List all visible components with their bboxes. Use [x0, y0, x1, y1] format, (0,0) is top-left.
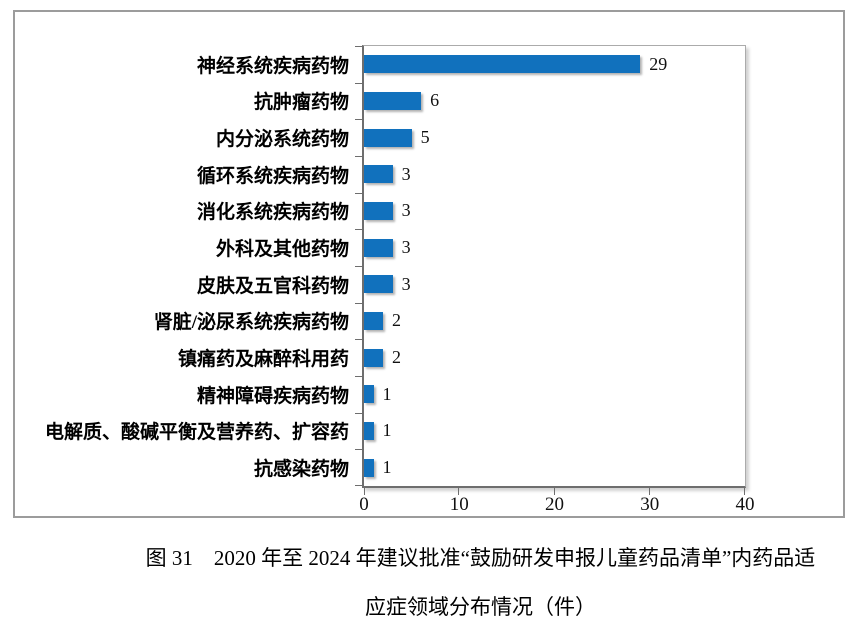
y-axis-tick	[355, 192, 362, 194]
x-axis-tick-label: 10	[449, 494, 469, 515]
y-axis-tick	[355, 46, 362, 47]
value-label: 1	[382, 420, 392, 441]
bar	[364, 238, 393, 257]
value-label: 3	[401, 163, 411, 184]
x-axis-tick	[648, 488, 650, 495]
y-axis-tick	[355, 229, 362, 231]
category-label: 抗肿瘤药物	[253, 92, 349, 114]
category-label: 内分泌系统药物	[215, 129, 349, 151]
bar-row: 1	[364, 413, 745, 450]
value-label: 1	[382, 457, 392, 478]
x-axis-tick-label: 30	[640, 494, 660, 515]
bar	[364, 421, 374, 440]
bar-chart-plot-area: 29 6 5 3 3 3 3 2 2 1 1 1 0 10 20 30 40	[355, 45, 755, 515]
category-label: 肾脏/泌尿系统疾病药物	[153, 312, 349, 334]
x-axis-tick	[364, 488, 365, 495]
bar-row: 1	[364, 449, 745, 486]
category-label: 外科及其他药物	[215, 239, 349, 261]
x-axis-tick-label: 0	[359, 494, 369, 515]
y-axis-tick	[355, 449, 362, 451]
x-axis-tick-label: 20	[545, 494, 564, 515]
value-label: 5	[420, 127, 430, 148]
bar	[364, 201, 393, 220]
bar	[364, 348, 384, 367]
y-axis-tick	[355, 266, 362, 267]
value-label: 3	[401, 237, 411, 258]
category-label: 电解质、酸碱平衡及营养药、扩容药	[44, 422, 349, 444]
value-label: 3	[401, 273, 411, 294]
value-label: 2	[392, 310, 402, 331]
y-axis-tick	[355, 485, 362, 486]
value-label: 2	[392, 347, 402, 368]
category-label: 皮肤及五官科药物	[196, 275, 349, 297]
bar-row: 2	[364, 303, 745, 340]
category-label: 镇痛药及麻醉科用药	[177, 349, 349, 371]
figure-caption-line1: 图 31 2020 年至 2024 年建议批准“鼓励研发申报儿童药品清单”内药品…	[145, 546, 816, 570]
bar	[364, 165, 393, 184]
chart-frame: 神经系统疾病药物抗肿瘤药物内分泌系统药物循环系统疾病药物 消化系统疾病药物外科及其…	[13, 10, 845, 518]
x-axis-tick	[744, 488, 745, 495]
bar	[364, 311, 384, 330]
bar	[364, 91, 422, 110]
figure-caption-line2: 应症领域分布情况（件）	[365, 595, 596, 619]
category-label: 消化系统疾病药物	[196, 202, 349, 224]
category-label: 神经系统疾病药物	[196, 55, 349, 77]
bar-row: 1	[364, 376, 745, 413]
category-axis-labels: 神经系统疾病药物抗肿瘤药物内分泌系统药物循环系统疾病药物 消化系统疾病药物外科及其…	[15, 46, 355, 486]
y-axis-tick	[355, 339, 362, 341]
bar-row: 3	[364, 156, 745, 193]
bar-row: 29	[364, 46, 745, 83]
category-label: 循环系统疾病药物	[196, 165, 349, 187]
value-label: 3	[401, 200, 411, 221]
y-axis-tick	[355, 376, 362, 377]
bar-row: 3	[364, 266, 745, 303]
y-axis-tick	[355, 156, 362, 157]
bar-row: 3	[364, 193, 745, 230]
y-axis-tick	[355, 119, 362, 121]
x-axis-tick	[458, 488, 460, 495]
category-label: 抗感染药物	[253, 459, 349, 481]
bar	[364, 385, 374, 404]
figure-caption: 图 31 2020 年至 2024 年建议批准“鼓励研发申报儿童药品清单”内药品…	[100, 534, 861, 630]
value-label: 6	[430, 90, 440, 111]
value-label: 1	[382, 383, 392, 404]
bar-row: 3	[364, 229, 745, 266]
y-axis-tick	[355, 82, 362, 84]
y-axis-tick	[355, 412, 362, 414]
bar	[364, 458, 374, 477]
bar-row: 6	[364, 83, 745, 120]
bar-row: 2	[364, 339, 745, 376]
x-axis-tick	[553, 488, 555, 495]
bar-row: 5	[364, 119, 745, 156]
y-axis-tick	[355, 302, 362, 304]
x-axis-tick-label: 40	[735, 494, 755, 515]
bar	[364, 128, 412, 147]
category-label: 精神障碍疾病药物	[196, 385, 349, 407]
value-label: 29	[649, 53, 668, 74]
bar	[364, 275, 393, 294]
bar	[364, 55, 641, 74]
